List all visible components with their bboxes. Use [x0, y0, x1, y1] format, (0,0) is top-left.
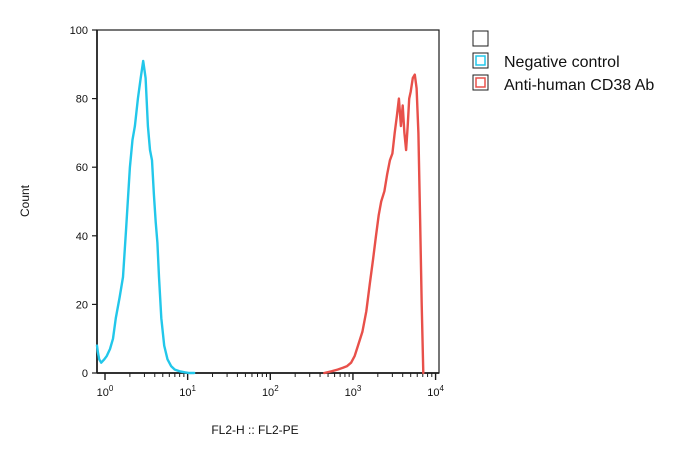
data-series [95, 59, 425, 375]
series-line-1 [323, 73, 425, 375]
legend-marker-negative-control [475, 55, 486, 66]
x-tick-label: 102 [262, 384, 279, 399]
y-tick-label: 60 [76, 162, 88, 174]
x-tick-label: 103 [345, 384, 362, 399]
y-tick-label: 40 [76, 231, 88, 243]
x-tick-label: 100 [97, 384, 114, 399]
y-tick-label: 20 [76, 299, 88, 311]
x-axis-ticks: 100 101 102 103 104 [97, 373, 444, 399]
legend-label-cd38: Anti-human CD38 Ab [504, 77, 654, 94]
legend: Negative control Anti-human CD38 Ab [472, 30, 654, 94]
legend-label-negative-control: Negative control [504, 54, 620, 71]
legend-marker-cd38 [475, 77, 486, 88]
y-axis-ticks: 0 20 40 60 80 100 [70, 25, 97, 380]
y-tick-label: 0 [82, 368, 88, 380]
series-line-0 [95, 59, 196, 375]
y-tick-label: 100 [70, 25, 88, 37]
legend-empty-box [472, 30, 489, 47]
y-axis-label: Count [18, 184, 32, 217]
y-tick-label: 80 [76, 94, 88, 106]
x-tick-label: 101 [179, 384, 196, 399]
x-tick-label: 104 [427, 384, 444, 399]
x-axis-label: FL2-H :: FL2-PE [211, 423, 298, 437]
